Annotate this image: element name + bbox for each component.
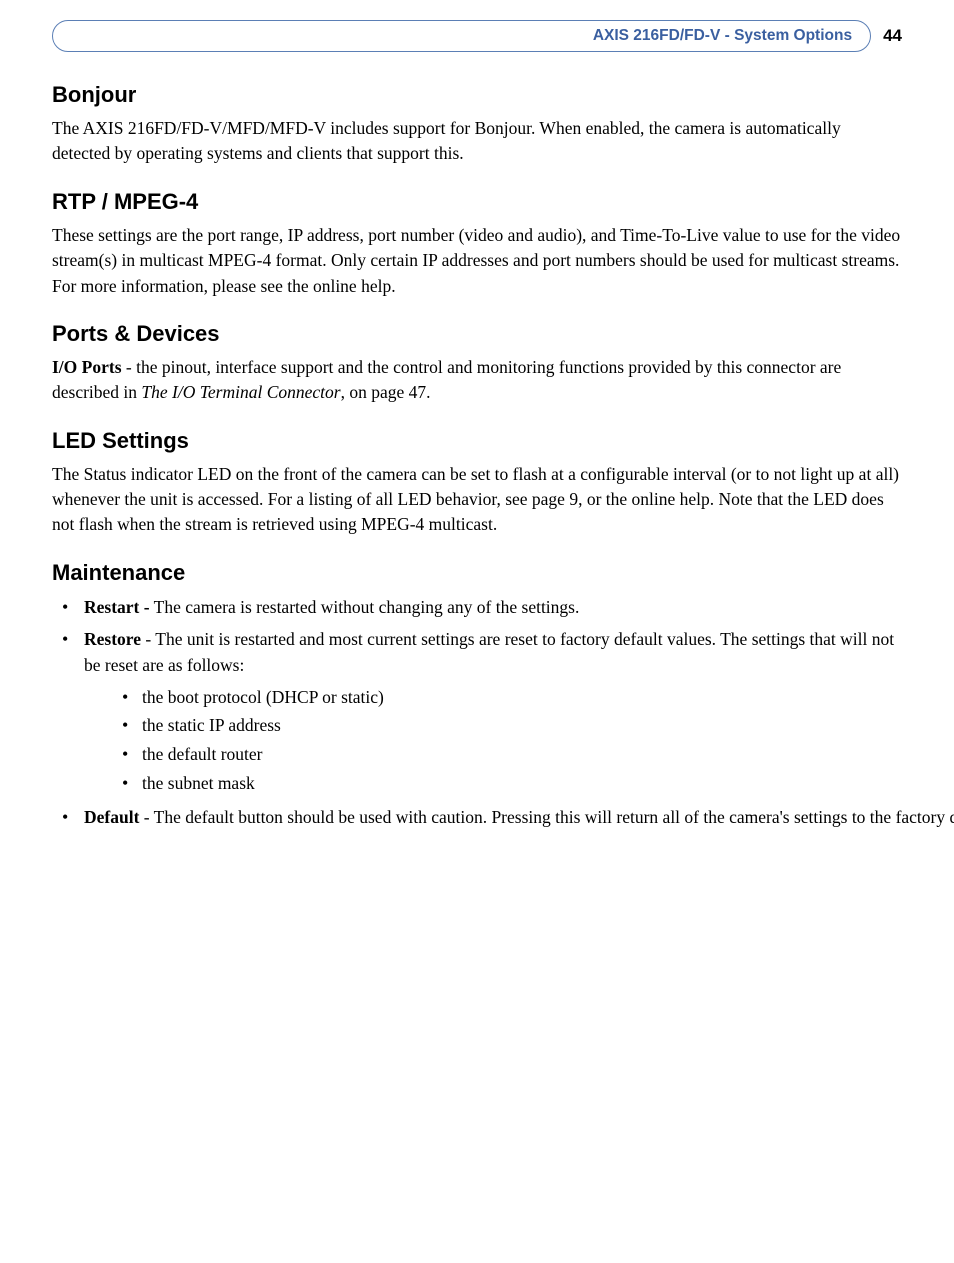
heading-led: LED Settings xyxy=(52,428,902,454)
list-item-default: Default - The default button should be u… xyxy=(52,804,902,830)
list-item: the boot protocol (DHCP or static) xyxy=(84,683,902,712)
restore-sublist: the boot protocol (DHCP or static) the s… xyxy=(84,683,902,799)
page-content: Bonjour The AXIS 216FD/FD-V/MFD/MFD-V in… xyxy=(0,82,954,830)
io-ports-ref: The I/O Terminal Connector xyxy=(141,382,340,402)
page-header: AXIS 216FD/FD-V - System Options 44 xyxy=(52,20,902,52)
body-ports: I/O Ports - the pinout, interface suppor… xyxy=(52,355,902,406)
page-number: 44 xyxy=(883,26,902,46)
restore-body: - The unit is restarted and most current… xyxy=(84,629,894,675)
body-rtp: These settings are the port range, IP ad… xyxy=(52,223,902,299)
maintenance-list: Restart - The camera is restarted withou… xyxy=(52,594,902,831)
heading-bonjour: Bonjour xyxy=(52,82,902,108)
restart-label: Restart - xyxy=(84,597,150,617)
io-ports-label: I/O Ports xyxy=(52,357,122,377)
list-item: the default router xyxy=(84,740,902,769)
restore-label: Restore xyxy=(84,629,141,649)
list-item: the static IP address xyxy=(84,711,902,740)
list-item-restore: Restore - The unit is restarted and most… xyxy=(52,626,902,798)
default-body: - The default button should be used with… xyxy=(139,807,954,827)
list-item: the subnet mask xyxy=(84,769,902,798)
io-ports-text-2: , on page 47. xyxy=(341,382,431,402)
heading-maintenance: Maintenance xyxy=(52,560,902,586)
default-label: Default xyxy=(84,807,139,827)
restart-body: The camera is restarted without changing… xyxy=(150,597,580,617)
heading-ports: Ports & Devices xyxy=(52,321,902,347)
body-bonjour: The AXIS 216FD/FD-V/MFD/MFD-V includes s… xyxy=(52,116,902,167)
body-led: The Status indicator LED on the front of… xyxy=(52,462,902,538)
heading-rtp: RTP / MPEG-4 xyxy=(52,189,902,215)
list-item-restart: Restart - The camera is restarted withou… xyxy=(52,594,902,620)
header-breadcrumb: AXIS 216FD/FD-V - System Options xyxy=(52,20,871,52)
